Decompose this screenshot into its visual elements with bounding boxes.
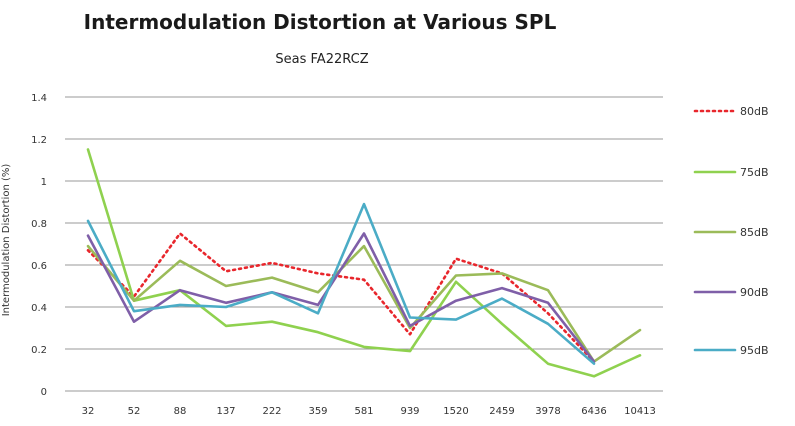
x-tick-label: 6436 [581,406,606,417]
x-tick-label: 581 [354,406,373,417]
x-tick-label: 3978 [535,406,560,417]
y-axis-ticks: 0 0.2 0.4 0.6 0.8 1 1.2 1.4 [31,93,47,398]
y-tick-label: 1.2 [31,135,47,146]
y-tick-label: 0.6 [31,261,47,272]
series-line-75dB [86,148,642,378]
chart-subtitle: Seas FA22RCZ [275,52,368,67]
y-tick-label: 0.2 [31,345,47,356]
series-line-90dB [86,232,596,363]
legend-label: 75dB [740,166,769,179]
series-line-85dB [86,244,642,363]
series-line-80dB [86,232,596,363]
x-tick-label: 1520 [443,406,468,417]
series-line-95dB [86,202,596,366]
x-tick-label: 2459 [489,406,514,417]
y-tick-label: 1.4 [31,93,47,104]
x-tick-label: 88 [174,406,187,417]
x-tick-label: 359 [308,406,327,417]
x-tick-label: 222 [262,406,281,417]
x-tick-label: 137 [216,406,235,417]
legend-label: 85dB [740,226,769,239]
y-tick-label: 1 [41,177,47,188]
chart-title: Intermodulation Distortion at Various SP… [84,10,557,34]
x-tick-label: 939 [400,406,419,417]
series-lines [86,148,642,378]
x-tick-label: 32 [82,406,95,417]
y-axis-label: Intermodulation Distortion (%) [1,164,12,317]
x-axis-ticks: 32 52 88 137 222 359 581 939 1520 2459 3978 6436 104… [82,406,656,417]
y-tick-label: 0.4 [31,303,47,314]
y-tick-label: 0 [41,387,47,398]
legend: 80dB 75dB 85dB 90dB 95dB [693,105,769,357]
legend-label: 90dB [740,286,769,299]
x-tick-label: 52 [128,406,141,417]
x-tick-label: 10413 [624,406,656,417]
legend-label: 80dB [740,105,769,118]
y-tick-label: 0.8 [31,219,47,230]
legend-label: 95dB [740,344,769,357]
